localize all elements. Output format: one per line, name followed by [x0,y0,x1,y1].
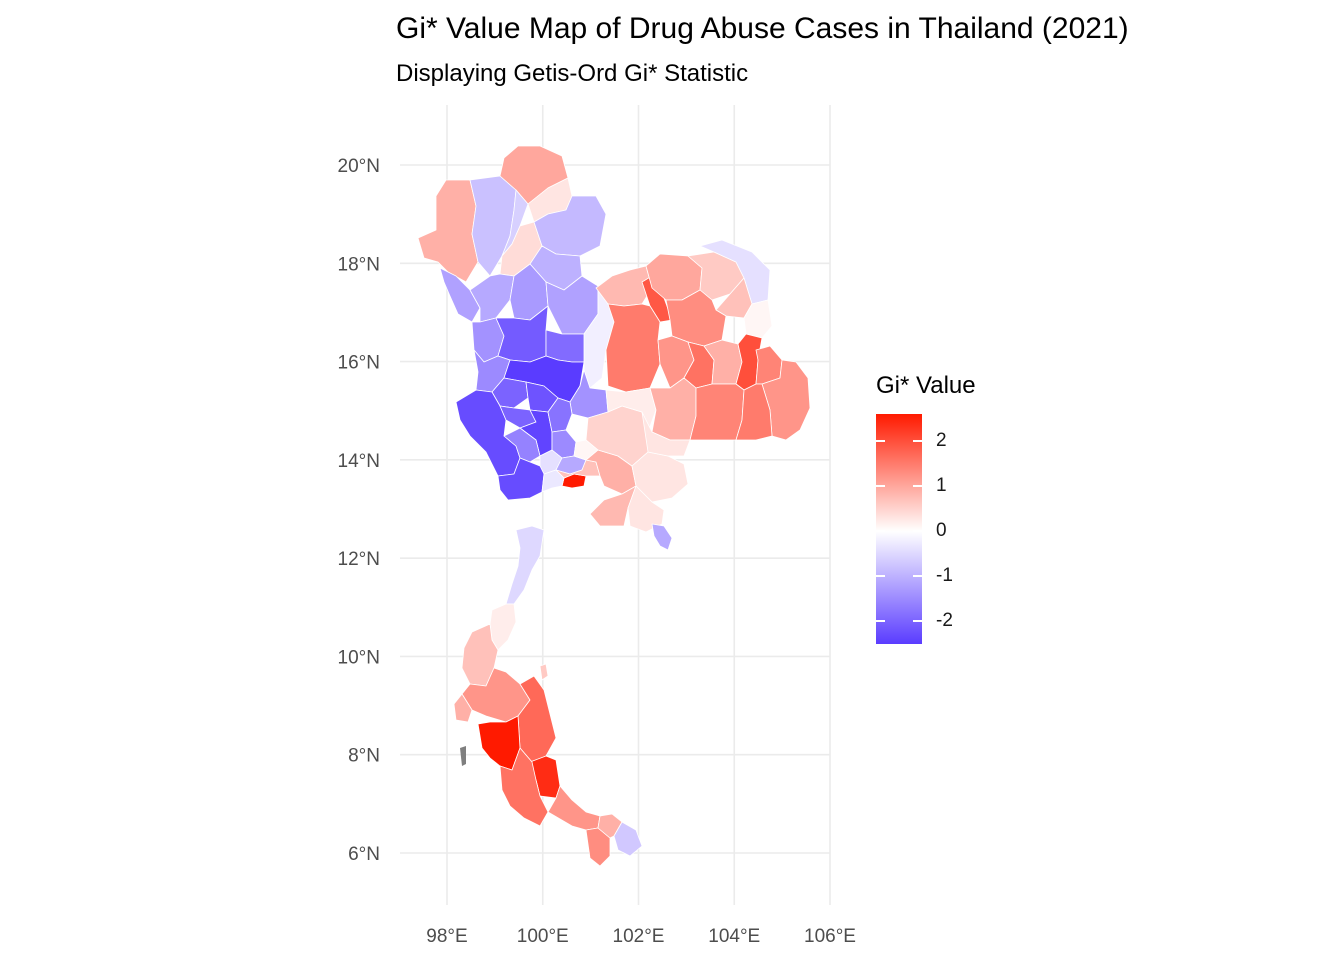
province-region [735,383,773,441]
province-region [613,821,643,857]
x-tick-label: 102°E [613,926,665,947]
province-region [651,523,673,551]
x-tick-label: 106°E [804,926,856,947]
legend-colorbar [876,414,922,644]
x-tick-label: 100°E [517,926,569,947]
legend-tick-mark [876,440,885,443]
map-subtitle: Displaying Getis-Ord Gi* Statistic [396,60,749,87]
province-region [505,525,545,605]
province-region [545,329,585,363]
legend-tick-mark [876,485,885,488]
province-region [547,785,601,831]
y-tick-label: 20°N [338,156,380,177]
y-tick-label: 18°N [338,254,380,275]
island-na [460,746,466,766]
province-region [665,289,727,347]
y-tick-label: 8°N [348,746,380,767]
legend-tick-mark [876,575,885,578]
province-region [605,303,661,393]
province-region [641,411,691,457]
y-tick-label: 14°N [338,451,380,472]
legend-tick-label: -1 [936,565,953,587]
province-region [499,747,549,827]
province-region [541,469,565,493]
province-region [503,427,541,463]
legend-tick-mark [913,530,922,533]
legend-tick-mark [876,620,885,623]
map-title: Gi* Value Map of Drug Abuse Cases in Tha… [396,12,1129,45]
province-region [469,273,515,323]
province-region [453,693,473,723]
province-region [649,377,697,441]
legend-title: Gi* Value [876,372,976,399]
legend-tick-label: 1 [936,475,947,497]
y-tick-label: 6°N [348,844,380,865]
province-polygons [417,145,811,867]
province-region [573,439,599,461]
province-region [417,179,479,283]
x-tick-label: 104°E [708,926,760,947]
legend-tick-label: -2 [936,610,953,632]
y-tick-label: 12°N [338,549,380,570]
province-region [627,485,665,533]
legend-tick-label: 0 [936,520,947,542]
legend-tick-mark [913,485,922,488]
x-tick-label: 98°E [426,926,467,947]
legend-tick-mark [913,575,922,578]
legend-tick-label: 2 [936,430,947,452]
y-tick-label: 10°N [338,647,380,668]
legend-tick-mark [913,620,922,623]
province-region [517,675,557,763]
axis-ticks: 98°E 100°E 102°E 104°E 106°E 20°N 18°N 16°N 14°N… [338,156,856,947]
province-region [689,383,745,441]
province-region [477,715,521,771]
legend-tick-mark [913,440,922,443]
province-region [539,663,549,681]
legend-tick-mark [876,530,885,533]
y-tick-label: 16°N [338,353,380,374]
